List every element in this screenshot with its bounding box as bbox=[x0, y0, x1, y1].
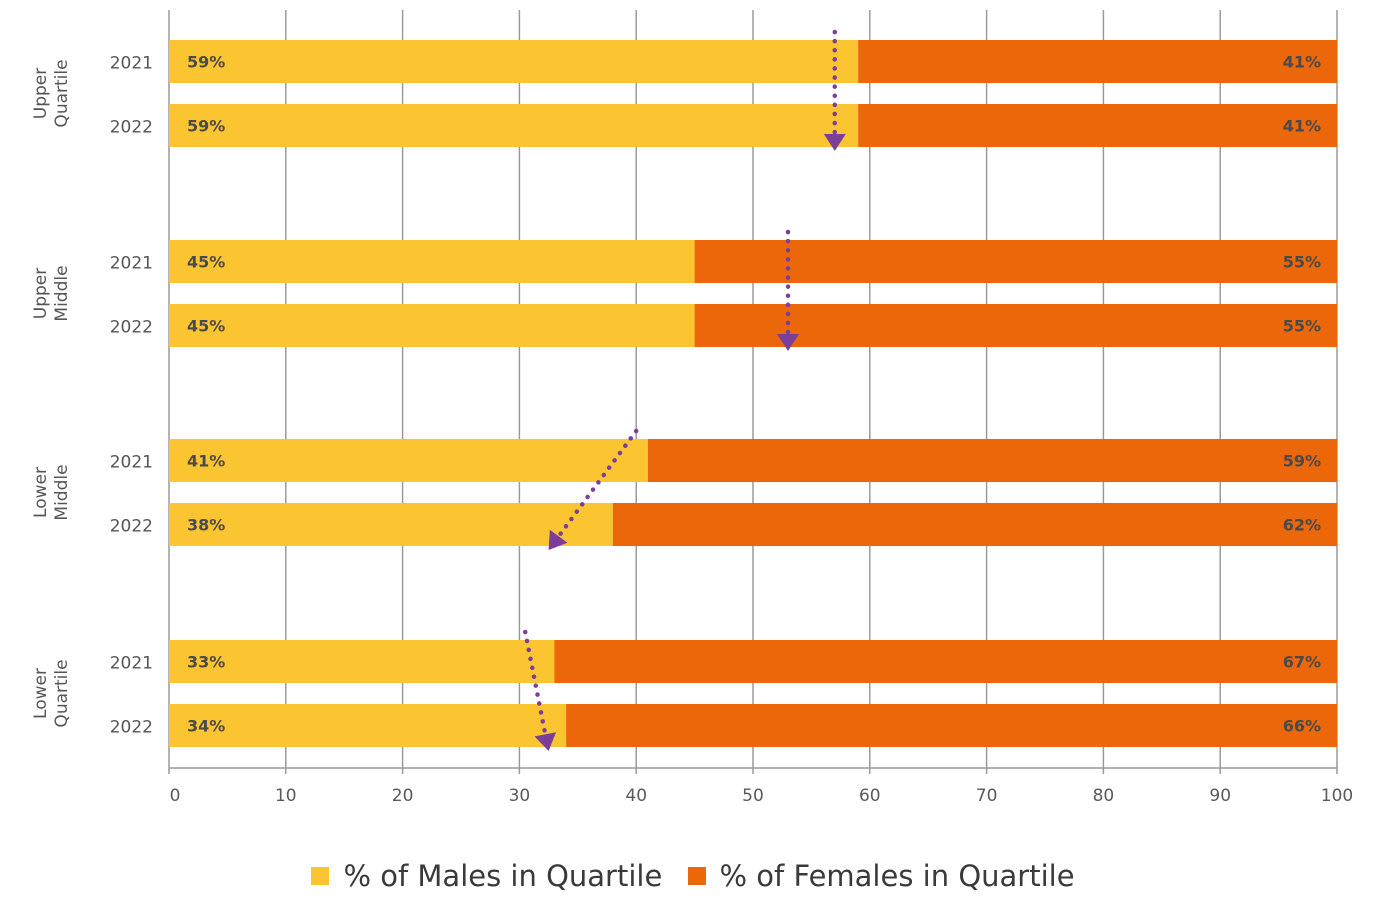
legend-label-females: % of Females in Quartile bbox=[719, 859, 1075, 893]
data-label-upper-middle-2021-males: 45% bbox=[187, 253, 225, 272]
x-tick-label-20: 20 bbox=[392, 786, 414, 806]
data-label-upper-quartile-2022-females: 41% bbox=[1283, 117, 1321, 136]
group-label-lower-quartile: LowerQuartile bbox=[31, 659, 72, 727]
data-labels: 59% 41% 59% 41% 45% 55% 45% 55% 41% 59% 38% 62% 33% 6… bbox=[187, 53, 1321, 736]
legend-swatch-females bbox=[687, 867, 706, 885]
x-tick-label-10: 10 bbox=[275, 786, 297, 806]
group-label-upper-quartile-line-1: Upper bbox=[31, 68, 51, 119]
bar-upper-quartile-2022-females bbox=[858, 104, 1337, 147]
group-label-upper-quartile: UpperQuartile bbox=[31, 59, 72, 127]
bar-lower-middle-2021-males bbox=[169, 439, 648, 482]
bar-lower-quartile-2022-females bbox=[566, 704, 1337, 747]
legend: % of Males in Quartile % of Females in Q… bbox=[0, 858, 1386, 893]
data-label-upper-quartile-2022-males: 59% bbox=[187, 117, 225, 136]
trend-arrow-head-upper-quartile bbox=[823, 134, 846, 151]
group-label-lower-middle: LowerMiddle bbox=[31, 464, 72, 520]
x-tick-label-50: 50 bbox=[742, 786, 764, 806]
trend-arrow-line-lower-middle bbox=[556, 428, 639, 539]
trend-arrow-line-lower-quartile bbox=[522, 629, 548, 737]
axes: 0 10 20 30 40 50 60 70 80 90 10020212022UpperQuart… bbox=[31, 54, 1353, 807]
x-tick-label-30: 30 bbox=[509, 786, 531, 806]
bar-upper-quartile-2021-males bbox=[169, 40, 859, 83]
x-tick-label-0: 0 bbox=[170, 786, 181, 806]
year-label-upper-quartile-2021: 2021 bbox=[110, 54, 153, 74]
data-label-lower-quartile-2021-males: 33% bbox=[187, 653, 225, 672]
x-tick-label-70: 70 bbox=[976, 786, 998, 806]
trend-arrow-head-upper-middle bbox=[777, 334, 799, 351]
trend-arrow-head-lower-quartile bbox=[534, 732, 557, 751]
bar-upper-middle-2021-males bbox=[169, 240, 695, 283]
data-label-lower-middle-2022-males: 38% bbox=[187, 516, 225, 535]
x-tick-label-60: 60 bbox=[859, 786, 881, 806]
group-label-upper-middle-line-1: Upper bbox=[31, 268, 51, 319]
legend-item-males: % of Males in Quartile bbox=[311, 859, 662, 893]
x-tick-label-40: 40 bbox=[625, 786, 647, 806]
legend-swatch-males bbox=[311, 867, 330, 885]
group-label-upper-middle-line-2: Middle bbox=[52, 265, 72, 321]
trend-arrows bbox=[522, 29, 846, 751]
data-label-lower-quartile-2022-males: 34% bbox=[187, 717, 225, 736]
data-label-upper-middle-2021-females: 55% bbox=[1283, 253, 1321, 272]
group-label-lower-middle-line-1: Lower bbox=[31, 467, 51, 518]
year-label-lower-middle-2021: 2021 bbox=[110, 453, 153, 473]
bar-lower-quartile-2021-females bbox=[554, 640, 1337, 683]
year-label-lower-quartile-2022: 2022 bbox=[110, 718, 153, 738]
year-label-upper-quartile-2022: 2022 bbox=[110, 118, 153, 138]
bar-lower-middle-2021-females bbox=[647, 439, 1337, 482]
bar-upper-quartile-2022-males bbox=[169, 104, 859, 147]
data-label-lower-middle-2021-males: 41% bbox=[187, 452, 225, 471]
data-label-lower-quartile-2021-females: 67% bbox=[1283, 653, 1321, 672]
bar-lower-quartile-2021-males bbox=[169, 640, 555, 683]
group-label-upper-middle: UpperMiddle bbox=[31, 265, 72, 321]
bar-lower-middle-2022-males bbox=[169, 503, 613, 546]
x-tick-label-100: 100 bbox=[1321, 786, 1353, 806]
legend-item-females: % of Females in Quartile bbox=[687, 859, 1075, 893]
data-label-lower-middle-2021-females: 59% bbox=[1283, 452, 1321, 471]
data-label-upper-quartile-2021-males: 59% bbox=[187, 53, 225, 72]
group-label-lower-middle-line-2: Middle bbox=[52, 464, 72, 520]
bars bbox=[169, 40, 1337, 747]
data-label-lower-quartile-2022-females: 66% bbox=[1283, 717, 1321, 736]
bar-lower-middle-2022-females bbox=[612, 503, 1337, 546]
bar-upper-middle-2022-males bbox=[169, 304, 695, 347]
group-label-upper-quartile-line-2: Quartile bbox=[52, 59, 72, 127]
data-label-lower-middle-2022-females: 62% bbox=[1283, 516, 1321, 535]
bar-upper-quartile-2021-females bbox=[858, 40, 1337, 83]
data-label-upper-middle-2022-males: 45% bbox=[187, 317, 225, 336]
data-label-upper-middle-2022-females: 55% bbox=[1283, 317, 1321, 336]
legend-label-males: % of Males in Quartile bbox=[343, 859, 663, 893]
year-label-upper-middle-2022: 2022 bbox=[110, 318, 153, 338]
group-label-lower-quartile-line-2: Quartile bbox=[52, 659, 72, 727]
trend-arrow-head-lower-middle bbox=[548, 529, 568, 550]
bar-upper-middle-2021-females bbox=[694, 240, 1337, 283]
year-label-lower-quartile-2021: 2021 bbox=[110, 654, 153, 674]
x-tick-label-90: 90 bbox=[1209, 786, 1231, 806]
group-label-lower-quartile-line-1: Lower bbox=[31, 668, 51, 719]
data-label-upper-quartile-2021-females: 41% bbox=[1283, 53, 1321, 72]
year-label-upper-middle-2021: 2021 bbox=[110, 254, 153, 274]
bar-upper-middle-2022-females bbox=[694, 304, 1337, 347]
year-label-lower-middle-2022: 2022 bbox=[110, 517, 153, 537]
bar-lower-quartile-2022-males bbox=[169, 704, 567, 747]
x-tick-label-80: 80 bbox=[1093, 786, 1115, 806]
